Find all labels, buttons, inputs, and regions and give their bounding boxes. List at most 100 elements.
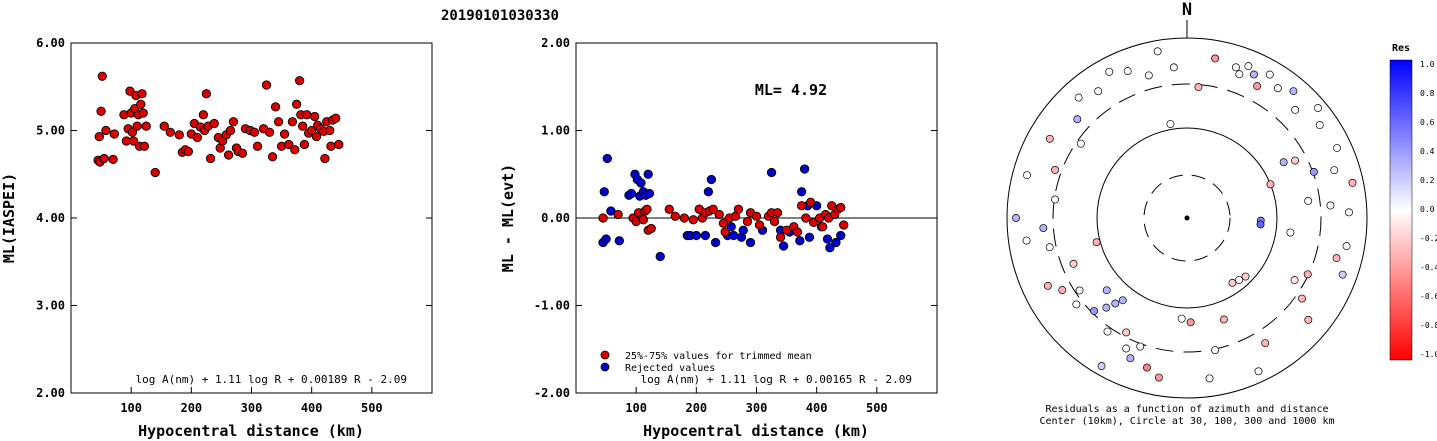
station-residual-point	[1122, 328, 1131, 337]
ml-data-point	[290, 145, 300, 155]
p1-xtick-label: 100	[120, 401, 142, 415]
station-residual-point	[1177, 314, 1186, 323]
trimmed-point	[708, 204, 718, 214]
station-residual-point	[1102, 303, 1111, 312]
ml-data-point	[138, 108, 148, 118]
station-residual-point	[1144, 71, 1153, 80]
trimmed-point	[613, 209, 623, 220]
station-residual-point	[1186, 318, 1195, 327]
trimmed-point	[801, 213, 811, 223]
ml-data-point	[192, 132, 203, 143]
ml-data-point	[299, 139, 310, 150]
station-residual-point	[1023, 171, 1031, 180]
ml-data-point	[325, 125, 335, 136]
colorbar-gradient	[1389, 59, 1413, 361]
trimmed-point	[775, 232, 786, 242]
ml-data-point	[136, 99, 146, 109]
ml-data-point	[264, 127, 275, 137]
ml-data-point	[109, 129, 119, 139]
station-residual-point	[1153, 47, 1162, 56]
p2-xtick-label: 300	[746, 401, 768, 415]
station-residual-point	[1072, 300, 1081, 309]
station-residual-point	[1169, 63, 1178, 72]
p1-ytick-label: 4.00	[36, 211, 65, 225]
ml-annotation: ML= 4.92	[755, 81, 827, 99]
colorbar-tick-label: -0.8	[1420, 321, 1437, 330]
rejected-point	[602, 153, 612, 164]
trimmed-point	[754, 220, 765, 230]
ml-data-point	[237, 148, 248, 158]
station-residual-point	[1231, 63, 1240, 72]
station-residual-point	[1304, 315, 1313, 324]
ml-data-point	[294, 75, 305, 86]
ml-data-point	[267, 152, 278, 162]
rejected-point	[822, 234, 833, 244]
legend-rejected-marker	[600, 362, 610, 372]
station-residual-point	[1330, 166, 1339, 175]
ml-data-point	[291, 99, 302, 109]
station-residual-point	[1205, 374, 1214, 383]
rejected-point	[778, 241, 789, 251]
north-label: N	[1182, 0, 1192, 20]
trimmed-point	[720, 227, 730, 237]
station-residual-point	[1194, 83, 1203, 92]
station-residual-point	[1073, 115, 1082, 124]
colorbar-tick-label: 1.0	[1420, 60, 1435, 69]
ml-data-point	[331, 113, 341, 123]
station-residual-point	[1074, 93, 1083, 102]
rejected-point	[728, 230, 739, 241]
ml-distance-chart: 2.00 3.00 4.00 5.00 6.00 100 200 300 400 500 Hyp…	[0, 36, 433, 440]
station-residual-point	[1012, 214, 1020, 222]
rejected-point	[766, 167, 777, 178]
station-residual-point	[1249, 70, 1258, 79]
station-residual-point	[1142, 363, 1151, 372]
trimmed-point	[670, 211, 680, 221]
colorbar-tick-label: 0.6	[1420, 118, 1435, 127]
station-residual-point	[1211, 54, 1220, 63]
trimmed-point	[733, 204, 744, 214]
ml-data-point	[209, 118, 219, 129]
p2-ytick-label: 0.00	[541, 211, 570, 225]
ml-data-point	[101, 125, 111, 136]
ml-data-point	[108, 154, 118, 165]
p2-xtick-label: 200	[685, 401, 707, 415]
p2-xtick-label: 400	[806, 401, 828, 415]
station-residual-point	[1342, 242, 1351, 251]
p2-formula: log A(nm) + 1.11 log R + 0.00165 R - 2.0…	[640, 373, 912, 386]
station-residual-point	[1076, 139, 1085, 148]
station-residual-point	[1261, 339, 1270, 348]
rejected-point	[836, 230, 846, 241]
trimmed-point	[638, 215, 649, 225]
ml-data-point	[201, 89, 212, 99]
colorbar-tick-label: 0.4	[1420, 147, 1435, 156]
p1-ytick-label: 2.00	[36, 386, 65, 400]
rejected-point	[796, 187, 807, 197]
ml-data-point	[307, 125, 317, 136]
ml-data-point	[252, 141, 263, 151]
trimmed-point	[642, 204, 652, 214]
p1-xlabel: Hypocentral distance (km)	[138, 422, 364, 440]
ml-data-point	[302, 110, 312, 120]
trimmed-point	[806, 197, 816, 207]
station-residual-point	[1043, 281, 1052, 290]
rejected-point	[614, 236, 624, 246]
station-residual-point	[1136, 342, 1145, 351]
ml-data-point	[287, 117, 298, 127]
epicenter-marker	[1184, 215, 1190, 221]
station-residual-point	[1094, 87, 1103, 96]
ml-data-point	[223, 150, 234, 160]
station-residual-point	[1309, 167, 1318, 176]
trimmed-point	[792, 227, 803, 237]
station-residual-point	[1118, 296, 1127, 305]
ring-100km	[1096, 127, 1278, 309]
p1-xtick-label: 200	[180, 401, 202, 415]
ml-data-point	[127, 127, 138, 137]
polar-caption-2: Center (10km), Circle at 30, 100, 300 an…	[1039, 416, 1334, 427]
colorbar-tick-label: 0.0	[1420, 205, 1435, 214]
station-residual-point	[1326, 201, 1335, 210]
station-residual-point	[1241, 272, 1250, 281]
station-residual-point	[1291, 105, 1300, 114]
ml-data-point	[273, 117, 284, 127]
trimmed-point	[839, 220, 849, 230]
